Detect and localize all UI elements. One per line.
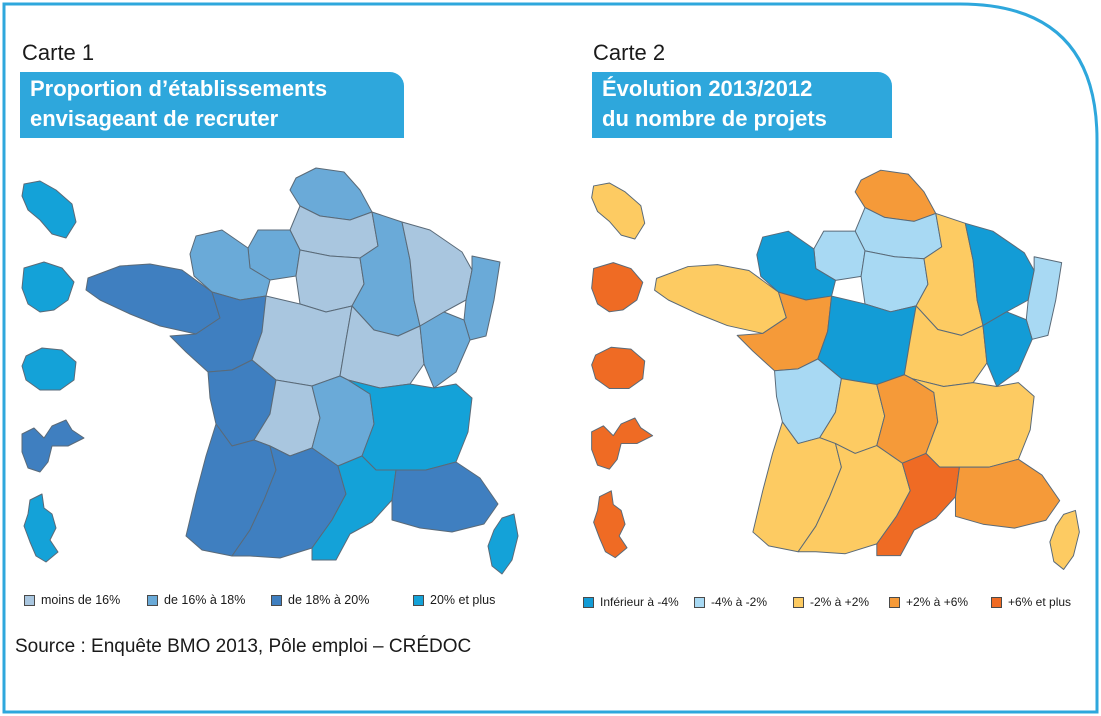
map1-legend: moins de 16% de 16% à 18% de 18% à 20% 2…	[24, 593, 495, 607]
map2-legend-label: -4% à -2%	[711, 595, 768, 609]
region-guadeloupe	[21, 419, 85, 473]
map1-label: Carte 1	[22, 40, 95, 65]
map2-legend-swatch-0	[583, 596, 594, 608]
map2-legend-item: -4% à -2%	[694, 595, 793, 609]
region-martinique	[21, 180, 77, 239]
region-reunion	[591, 346, 646, 389]
region-guyane	[21, 261, 75, 313]
region-reunion	[21, 347, 77, 391]
region-languedoc	[311, 455, 397, 561]
map2-legend-label: +6% et plus	[1008, 595, 1072, 609]
map1-legend-item: de 16% à 18%	[147, 593, 271, 607]
map2-legend-item: Inférieur à -4%	[583, 595, 694, 609]
map1-title-line1: Proportion d’établissements	[30, 76, 328, 101]
map1-legend-label: moins de 16%	[41, 593, 121, 607]
map2-legend-swatch-4	[991, 596, 1002, 608]
map1-legend-label: de 16% à 18%	[164, 593, 246, 607]
region-lorraine	[964, 222, 1035, 327]
map2-legend-item: -2% à +2%	[793, 595, 889, 609]
region-corse	[487, 513, 519, 575]
map1-legend-item: de 18% à 20%	[271, 593, 413, 607]
map1-title-banner: Proportion d’établissements envisageant …	[20, 72, 404, 138]
map2-legend-item: +2% à +6%	[889, 595, 991, 609]
region-franche-comte	[982, 311, 1033, 388]
map2-legend-item: +6% et plus	[991, 595, 1071, 609]
region-mayotte	[593, 490, 628, 559]
region-midi-pyrenees	[231, 445, 347, 559]
map1-legend-swatch-0	[24, 594, 35, 606]
map2-legend-swatch-2	[793, 596, 804, 608]
region-midi-pyrenees	[797, 443, 911, 555]
map2-legend-label: +2% à +6%	[906, 595, 969, 609]
region-mayotte	[23, 493, 59, 563]
map2-legend-swatch-3	[889, 596, 900, 608]
map1-legend-item: moins de 16%	[24, 593, 147, 607]
map2-label: Carte 2	[593, 40, 666, 65]
region-paca	[954, 458, 1061, 529]
map2-legend-label: -2% à +2%	[810, 595, 870, 609]
region-guyane	[591, 262, 644, 313]
map1-legend-item: 20% et plus	[413, 593, 495, 607]
map1	[21, 167, 519, 575]
region-martinique	[591, 182, 646, 240]
region-guadeloupe	[591, 417, 654, 470]
region-languedoc	[876, 452, 960, 557]
map1-legend-label: de 18% à 20%	[288, 593, 370, 607]
region-corse	[1049, 509, 1080, 570]
source-note: Source : Enquête BMO 2013, Pôle emploi –…	[15, 636, 472, 657]
map1-legend-swatch-2	[271, 594, 282, 606]
map2-legend: Inférieur à -4% -4% à -2% -2% à +2% +2% …	[583, 595, 1071, 609]
map2-title-line2: du nombre de projets	[602, 106, 827, 131]
map2-legend-swatch-1	[694, 596, 705, 608]
map2-title-banner: Évolution 2013/2012 du nombre de projets	[592, 72, 892, 138]
map1-title-line2: envisageant de recruter	[30, 106, 279, 131]
map2-legend-label: Inférieur à -4%	[600, 595, 679, 609]
map2-title-line1: Évolution 2013/2012	[602, 76, 813, 101]
map1-legend-label: 20% et plus	[430, 593, 496, 607]
map2	[591, 169, 1080, 570]
region-paca	[391, 461, 499, 533]
region-franche-comte	[419, 311, 471, 389]
region-lorraine	[401, 221, 473, 327]
map1-legend-swatch-1	[147, 594, 158, 606]
map1-legend-swatch-3	[413, 594, 424, 606]
